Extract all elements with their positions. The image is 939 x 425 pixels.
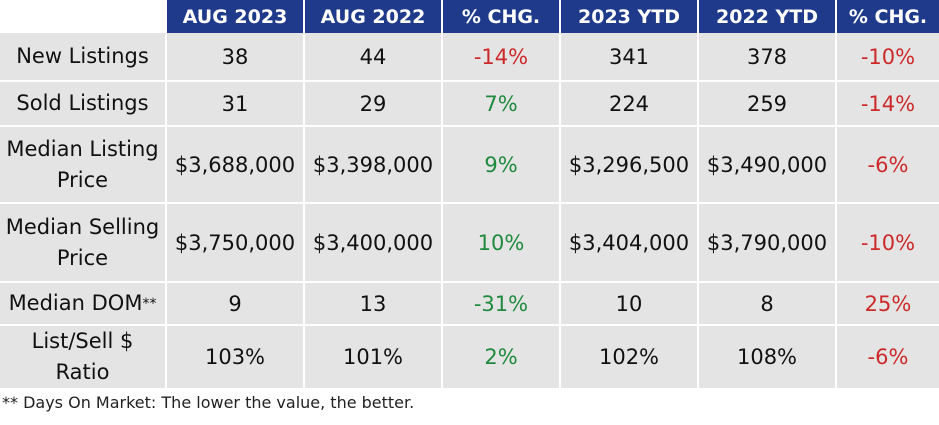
cell-2023-ytd: 10: [561, 283, 699, 326]
cell-aug-2023: 31: [167, 82, 305, 127]
cell-2023-ytd: 224: [561, 82, 699, 127]
cell-pct-change-month: 10%: [443, 204, 561, 283]
header-corner: [0, 0, 167, 33]
cell-pct-change-month: 7%: [443, 82, 561, 127]
row-label: Median Listing Price: [0, 127, 167, 204]
cell-aug-2022: 29: [305, 82, 443, 127]
header-pct-change-ytd: % CHG.: [837, 0, 939, 33]
cell-2023-ytd: 341: [561, 33, 699, 82]
cell-aug-2022: 13: [305, 283, 443, 326]
footnote: ** Days On Market: The lower the value, …: [2, 393, 415, 412]
cell-2022-ytd: 378: [699, 33, 837, 82]
header-pct-change-month: % CHG.: [443, 0, 561, 33]
table-row-new-listings: New Listings 38 44 -14% 341 378 -10%: [0, 33, 939, 82]
cell-2022-ytd: 108%: [699, 326, 837, 390]
market-stats-table: AUG 2023 AUG 2022 % CHG. 2023 YTD 2022 Y…: [0, 0, 939, 390]
cell-pct-change-month: 2%: [443, 326, 561, 390]
header-row: AUG 2023 AUG 2022 % CHG. 2023 YTD 2022 Y…: [0, 0, 939, 33]
header-aug-2022: AUG 2022: [305, 0, 443, 33]
cell-pct-change-ytd: 25%: [837, 283, 939, 326]
cell-2022-ytd: 8: [699, 283, 837, 326]
cell-aug-2022: 44: [305, 33, 443, 82]
cell-pct-change-ytd: -6%: [837, 326, 939, 390]
cell-aug-2022: $3,398,000: [305, 127, 443, 204]
cell-pct-change-ytd: -10%: [837, 204, 939, 283]
table-row-median-selling-price: Median Selling Price $3,750,000 $3,400,0…: [0, 204, 939, 283]
cell-2022-ytd: 259: [699, 82, 837, 127]
cell-aug-2023: 38: [167, 33, 305, 82]
footnote-marker: **: [142, 295, 157, 312]
cell-pct-change-month: 9%: [443, 127, 561, 204]
cell-pct-change-month: -31%: [443, 283, 561, 326]
row-label: Sold Listings: [0, 82, 167, 127]
header-aug-2023: AUG 2023: [167, 0, 305, 33]
header-2022-ytd: 2022 YTD: [699, 0, 837, 33]
cell-aug-2023: $3,750,000: [167, 204, 305, 283]
cell-aug-2022: $3,400,000: [305, 204, 443, 283]
table-row-median-dom: Median DOM** 9 13 -31% 10 8 25%: [0, 283, 939, 326]
cell-2023-ytd: $3,404,000: [561, 204, 699, 283]
cell-pct-change-ytd: -14%: [837, 82, 939, 127]
row-label: List/Sell $ Ratio: [0, 326, 167, 390]
row-label-median-dom: Median DOM**: [0, 283, 167, 326]
table-row-sold-listings: Sold Listings 31 29 7% 224 259 -14%: [0, 82, 939, 127]
cell-aug-2023: $3,688,000: [167, 127, 305, 204]
cell-2023-ytd: 102%: [561, 326, 699, 390]
cell-aug-2023: 9: [167, 283, 305, 326]
cell-2022-ytd: $3,790,000: [699, 204, 837, 283]
table-row-median-listing-price: Median Listing Price $3,688,000 $3,398,0…: [0, 127, 939, 204]
cell-pct-change-month: -14%: [443, 33, 561, 82]
cell-aug-2023: 103%: [167, 326, 305, 390]
cell-aug-2022: 101%: [305, 326, 443, 390]
row-label: Median Selling Price: [0, 204, 167, 283]
header-2023-ytd: 2023 YTD: [561, 0, 699, 33]
row-label: Median DOM: [8, 290, 143, 315]
cell-2022-ytd: $3,490,000: [699, 127, 837, 204]
cell-pct-change-ytd: -6%: [837, 127, 939, 204]
cell-2023-ytd: $3,296,500: [561, 127, 699, 204]
cell-pct-change-ytd: -10%: [837, 33, 939, 82]
row-label: New Listings: [0, 33, 167, 82]
table-row-list-sell-ratio: List/Sell $ Ratio 103% 101% 2% 102% 108%…: [0, 326, 939, 390]
